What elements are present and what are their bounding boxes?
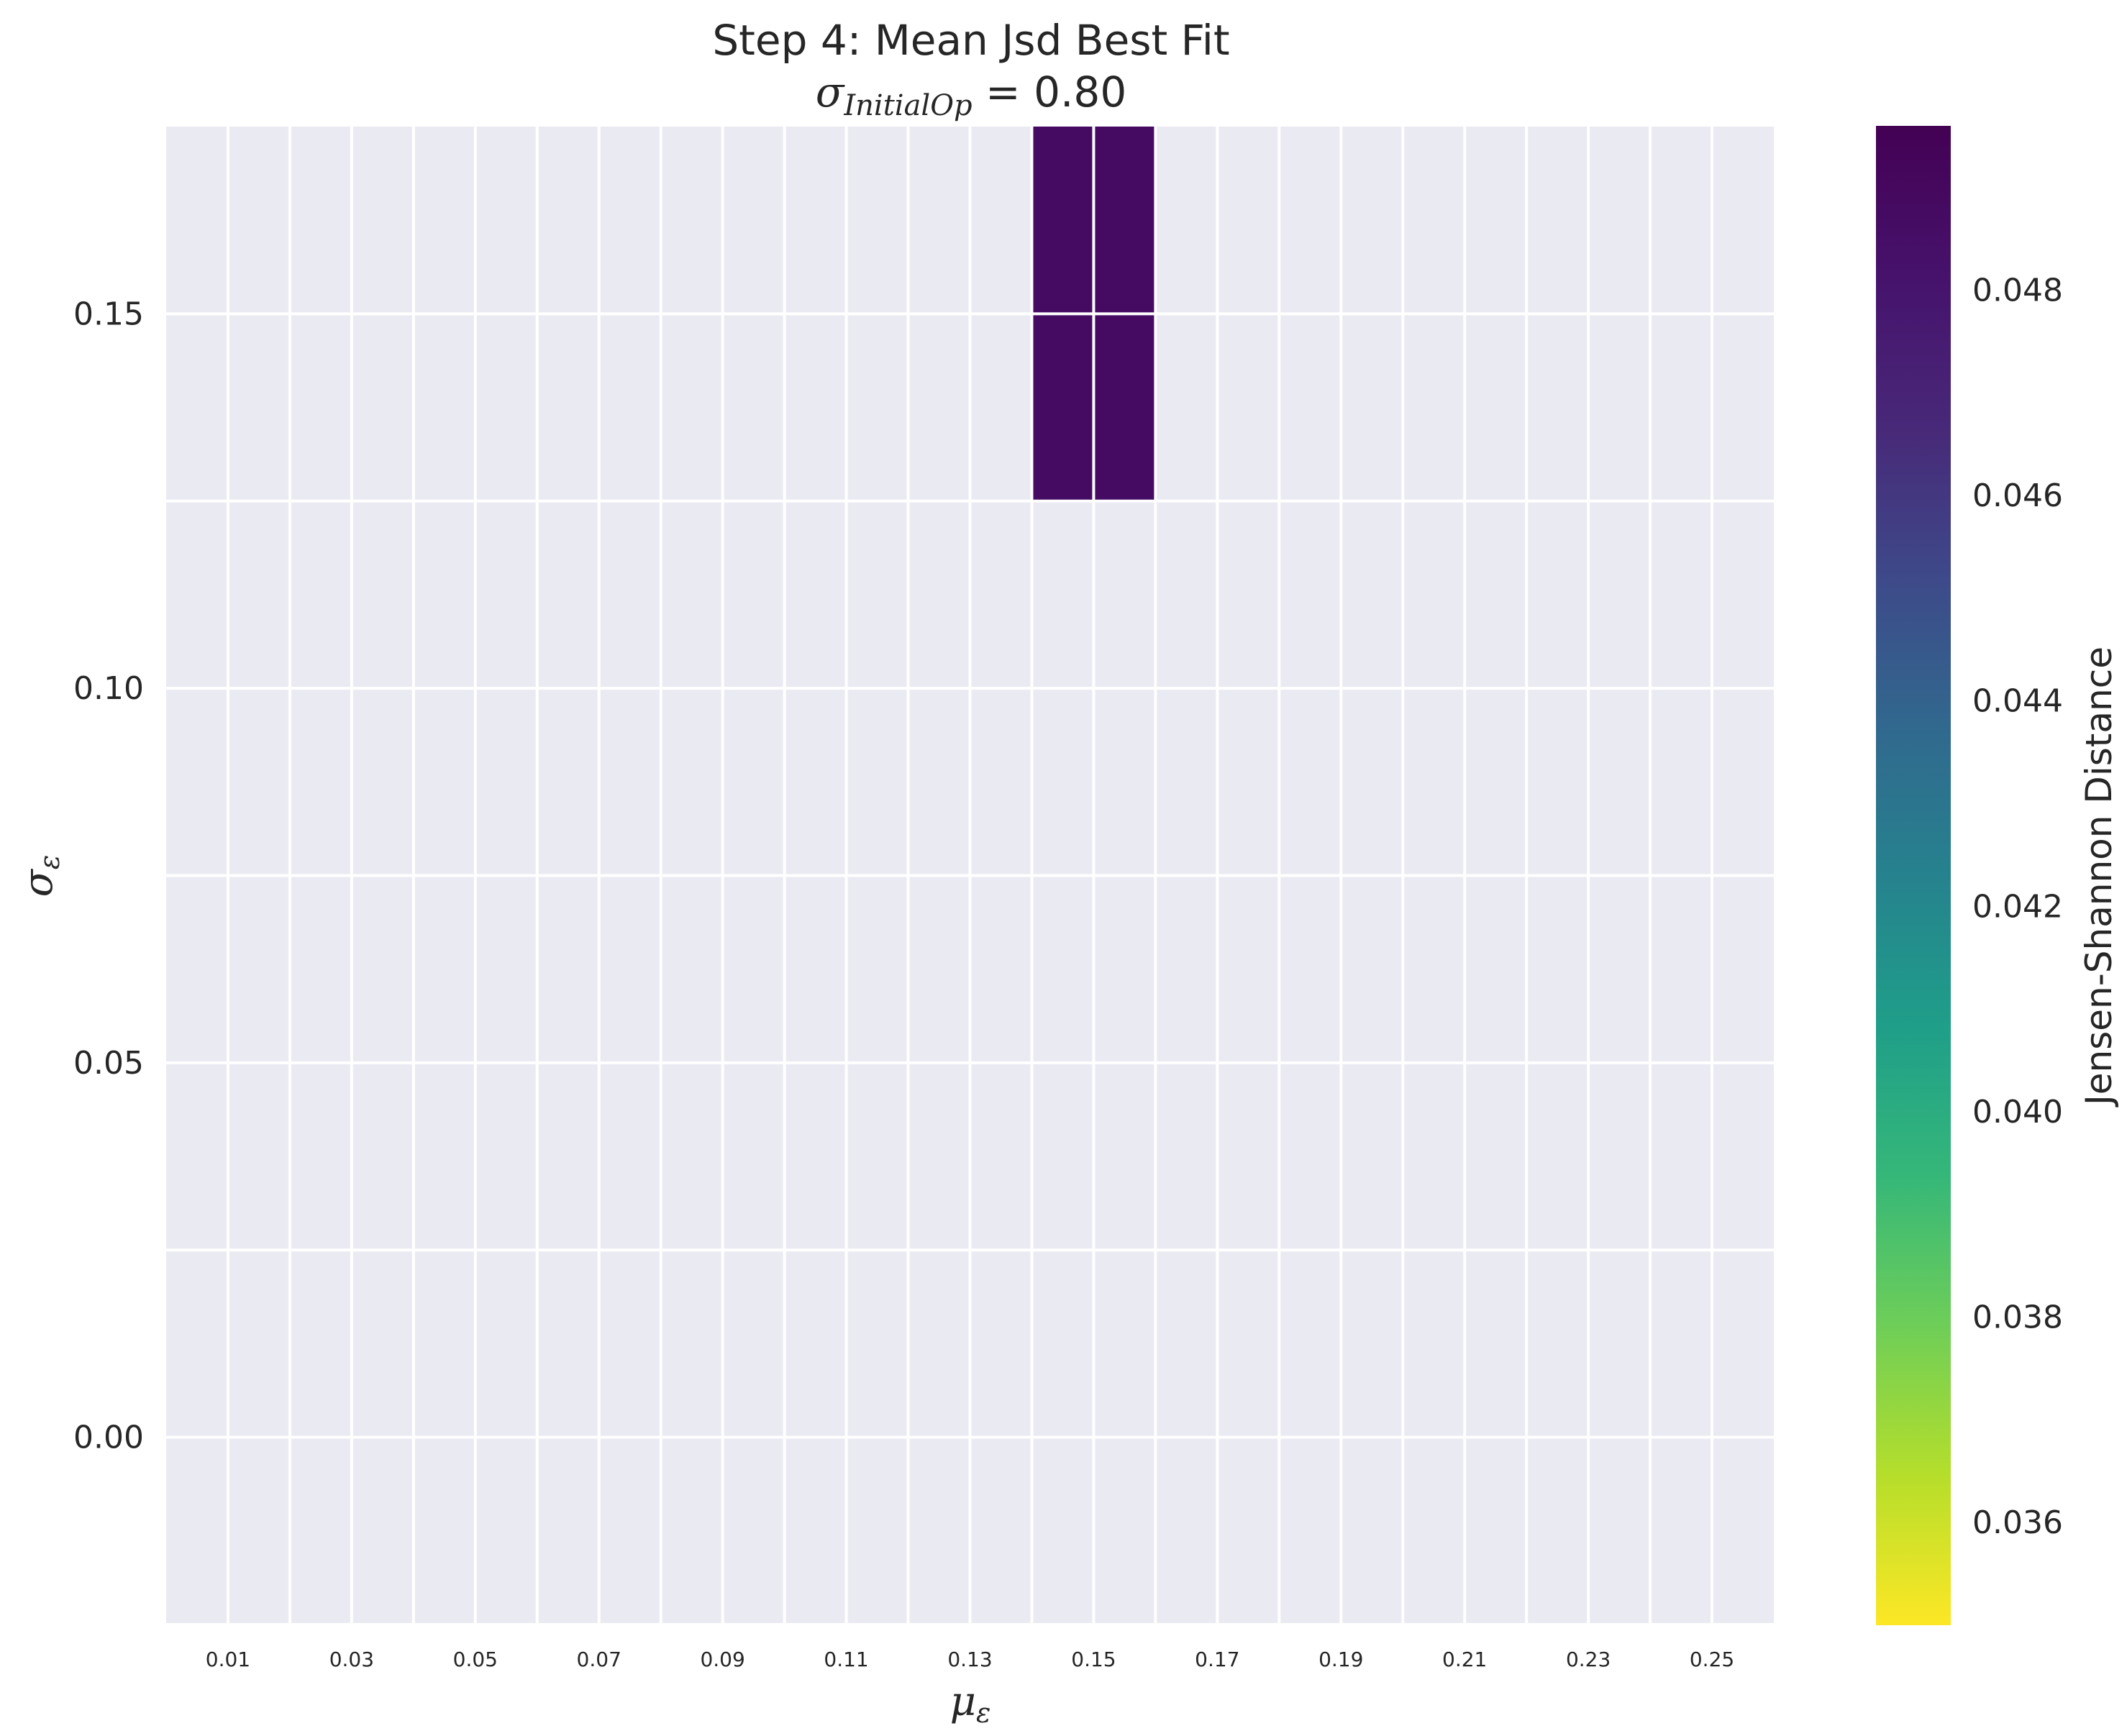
y-axis-label-symbol: σ [15, 868, 62, 897]
x-tick-label: 0.09 [700, 1648, 744, 1671]
y-tick-labels: 0.15 0.10 0.05 0.00 [73, 296, 144, 1456]
colorbar: 0.036 0.038 0.040 0.042 0.044 0.046 0.048 Jens… [1876, 126, 2120, 1625]
colorbar-label: Jensen-Shannon Distance [2078, 647, 2120, 1107]
x-tick-label: 0.21 [1442, 1648, 1487, 1671]
subtitle-suffix: = 0.80 [973, 68, 1127, 117]
colorbar-gradient [1876, 126, 1951, 1625]
x-tick-label: 0.07 [577, 1648, 621, 1671]
x-tick-label: 0.25 [1690, 1648, 1734, 1671]
chart-title: Step 4: Mean Jsd Best Fit [712, 16, 1229, 65]
colorbar-tick-labels: 0.036 0.038 0.040 0.042 0.044 0.046 0.048 [1972, 272, 2063, 1541]
y-axis-label-subscript: ε [34, 855, 65, 869]
y-axis-label: σε [15, 855, 65, 897]
x-tick-label: 0.01 [206, 1648, 250, 1671]
colorbar-tick-label: 0.044 [1972, 683, 2063, 720]
x-tick-label: 0.19 [1318, 1648, 1363, 1671]
colorbar-tick-label: 0.042 [1972, 888, 2063, 925]
x-tick-label: 0.03 [329, 1648, 374, 1671]
x-tick-label: 0.13 [947, 1648, 992, 1671]
heatmap-cell-2 [1093, 314, 1156, 501]
x-axis-label: με [950, 1678, 991, 1729]
heatmap-cell-0 [1031, 314, 1094, 501]
x-axis-label-symbol: μ [950, 1678, 976, 1725]
colorbar-tick-label: 0.040 [1972, 1094, 2063, 1130]
subtitle-subscript: InitialOp [843, 89, 972, 122]
x-tick-label: 0.05 [453, 1648, 498, 1671]
x-tick-label: 0.11 [824, 1648, 868, 1671]
heatmap-cells [1031, 127, 1156, 501]
colorbar-tick-label: 0.038 [1972, 1299, 2063, 1336]
heatmap-cell-3 [1093, 127, 1156, 314]
x-tick-labels: 0.01 0.03 0.05 0.07 0.09 0.11 0.13 0.15 0.17 0.19… [206, 1648, 1734, 1671]
x-axis-label-subscript: ε [976, 1697, 990, 1729]
x-tick-label: 0.23 [1566, 1648, 1611, 1671]
plot-area [166, 127, 1774, 1626]
heatmap-cell-1 [1031, 127, 1094, 314]
y-tick-label: 0.10 [73, 670, 144, 707]
x-tick-label: 0.17 [1195, 1648, 1239, 1671]
grid-lines [166, 127, 1774, 1626]
colorbar-tick-label: 0.048 [1972, 272, 2063, 309]
chart-subtitle: σInitialOp = 0.80 [816, 68, 1126, 122]
colorbar-tick-label: 0.036 [1972, 1504, 2063, 1541]
y-tick-label: 0.00 [73, 1420, 144, 1456]
colorbar-tick-label: 0.046 [1972, 478, 2063, 514]
x-tick-label: 0.15 [1071, 1648, 1116, 1671]
y-tick-label: 0.05 [73, 1045, 144, 1082]
subtitle-symbol: σ [816, 68, 845, 117]
y-tick-label: 0.15 [73, 296, 144, 332]
